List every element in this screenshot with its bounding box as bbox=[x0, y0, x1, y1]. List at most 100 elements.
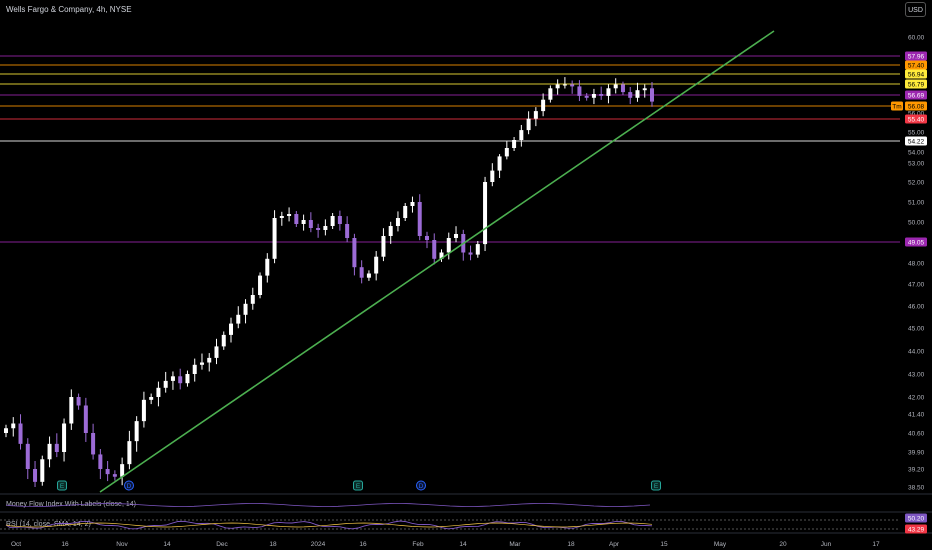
price-level-tag bbox=[905, 60, 927, 70]
candle-body bbox=[207, 357, 212, 363]
candle-body bbox=[308, 220, 313, 228]
y-tick-label: 57.00 bbox=[908, 92, 925, 99]
x-tick-label: 18 bbox=[567, 541, 575, 548]
currency-button[interactable]: USD bbox=[905, 2, 926, 17]
candle-body bbox=[650, 88, 654, 102]
y-tick-label: 49.00 bbox=[908, 240, 925, 247]
rsi-line bbox=[5, 520, 653, 530]
candle-body bbox=[366, 273, 371, 278]
candle-body bbox=[512, 140, 517, 148]
x-tick-label: Nov bbox=[116, 541, 128, 548]
x-tick-label: Jun bbox=[821, 541, 832, 548]
y-tick-label: 45.00 bbox=[908, 326, 925, 333]
y-tick-label: 47.00 bbox=[908, 282, 925, 289]
y-tick-label: 60.00 bbox=[908, 35, 925, 42]
candle-body bbox=[555, 84, 560, 89]
x-tick-label: Apr bbox=[609, 541, 620, 548]
y-tick-label: 48.00 bbox=[908, 261, 925, 268]
price-level-value: 56.79 bbox=[908, 81, 925, 88]
candle-body bbox=[69, 397, 74, 424]
x-tick-label: 18 bbox=[269, 541, 277, 548]
candle-body bbox=[483, 182, 488, 245]
candle-body bbox=[424, 236, 429, 240]
candle-body bbox=[642, 88, 647, 91]
candle-body bbox=[221, 334, 226, 347]
price-level-tag bbox=[905, 114, 927, 124]
candle-body bbox=[330, 216, 335, 226]
candle-body bbox=[541, 99, 546, 112]
candle-body bbox=[468, 252, 473, 255]
y-tick-label: 41.40 bbox=[908, 412, 925, 419]
y-tick-label: 46.00 bbox=[908, 304, 925, 311]
candle-body bbox=[185, 374, 190, 384]
rsi-indicator-label[interactable]: RSI (14, close, SMA, 14, 2) bbox=[6, 521, 91, 528]
candle-body bbox=[410, 202, 415, 206]
candle-body bbox=[606, 88, 611, 96]
event-marker-symbol: E bbox=[60, 483, 65, 490]
candle-body bbox=[199, 362, 204, 365]
price-level-value: 56.69 bbox=[908, 92, 925, 99]
candle-body bbox=[272, 218, 277, 259]
price-level-value: 54.22 bbox=[908, 138, 925, 145]
rsi-value: 43.29 bbox=[908, 526, 925, 533]
y-tick-label: 39.20 bbox=[908, 467, 925, 474]
rsi-value-tag bbox=[905, 524, 927, 534]
chart-title: Wells Fargo & Company, 4h, NYSE bbox=[6, 5, 132, 14]
y-tick-label: 56.00 bbox=[908, 111, 925, 118]
candle-body bbox=[352, 238, 357, 268]
price-level-tag bbox=[905, 69, 927, 79]
y-tick-label: 40.60 bbox=[908, 431, 925, 438]
price-level-value: 57.96 bbox=[908, 53, 925, 60]
candle-body bbox=[47, 443, 52, 460]
candle-body bbox=[374, 256, 379, 274]
price-level-tag bbox=[905, 51, 927, 61]
mfi-indicator-label[interactable]: Money Flow Index With Labels (close, 14) bbox=[6, 501, 136, 508]
y-tick-label: 44.00 bbox=[908, 349, 925, 356]
y-tick-label: 55.00 bbox=[908, 130, 925, 137]
candle-body bbox=[301, 220, 306, 224]
candle-body bbox=[439, 252, 444, 259]
candle-body bbox=[236, 314, 241, 324]
price-level-tag bbox=[905, 90, 927, 100]
candle-body bbox=[127, 441, 132, 465]
candle-body bbox=[120, 464, 125, 477]
x-tick-label: 15 bbox=[660, 541, 668, 548]
candle-body bbox=[91, 433, 96, 455]
price-level-value: 57.40 bbox=[908, 62, 925, 69]
candle-body bbox=[635, 90, 640, 98]
candle-body bbox=[323, 226, 328, 230]
y-tick-label: 39.90 bbox=[908, 450, 925, 457]
candle-body bbox=[258, 275, 263, 295]
candle-body bbox=[287, 214, 292, 216]
candle-body bbox=[417, 202, 422, 236]
x-tick-label: 16 bbox=[61, 541, 69, 548]
price-level-tag bbox=[905, 136, 927, 146]
candle-body bbox=[134, 421, 139, 442]
x-tick-label: 14 bbox=[459, 541, 467, 548]
candle-body bbox=[454, 234, 459, 238]
candle-body bbox=[628, 92, 633, 98]
candle-body bbox=[591, 94, 596, 98]
candle-body bbox=[141, 399, 146, 422]
y-tick-label: 43.00 bbox=[908, 372, 925, 379]
y-tick-label: 51.00 bbox=[908, 200, 925, 207]
candle-body bbox=[54, 443, 59, 452]
candle-body bbox=[584, 95, 589, 98]
candle-body bbox=[98, 454, 103, 469]
candle-body bbox=[11, 423, 16, 429]
candle-body bbox=[337, 216, 342, 224]
x-tick-label: Oct bbox=[11, 541, 21, 548]
candle-body bbox=[519, 130, 524, 140]
rsi-value: 50.20 bbox=[908, 515, 925, 522]
y-tick-label: 53.00 bbox=[908, 161, 925, 168]
candle-body bbox=[562, 84, 567, 86]
candle-body bbox=[76, 397, 81, 406]
price-level-value: 56.08 bbox=[908, 103, 925, 110]
earnings-marker bbox=[651, 480, 661, 491]
candle-body bbox=[504, 148, 509, 157]
event-marker-symbol: E bbox=[356, 483, 361, 490]
price-level-value: 55.40 bbox=[908, 116, 925, 123]
countdown-label: Tm bbox=[892, 103, 901, 110]
candle-body bbox=[170, 376, 175, 381]
